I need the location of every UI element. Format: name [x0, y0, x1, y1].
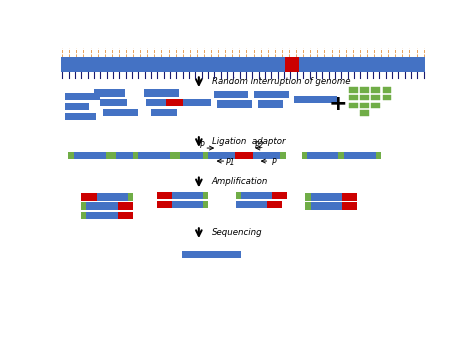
Bar [258, 100, 283, 108]
Bar [65, 103, 89, 110]
Bar [236, 192, 241, 199]
Bar [307, 152, 339, 160]
Text: P: P [272, 159, 276, 167]
Bar [118, 212, 133, 219]
Bar [172, 192, 203, 199]
Bar [349, 87, 357, 93]
Bar [202, 152, 208, 160]
Bar [65, 93, 100, 100]
Bar [360, 102, 369, 108]
Bar [213, 91, 248, 98]
Text: Amplification: Amplification [212, 177, 268, 186]
Bar [86, 202, 118, 210]
Bar [338, 152, 344, 160]
Bar [310, 193, 342, 201]
Bar [106, 152, 111, 160]
Bar [203, 192, 209, 199]
Bar [349, 102, 357, 108]
Bar [97, 193, 128, 201]
Bar [372, 102, 380, 108]
Bar [144, 89, 179, 97]
Bar [310, 202, 342, 210]
Bar [175, 152, 181, 160]
Bar [111, 152, 116, 160]
Bar [156, 201, 172, 209]
Bar [208, 152, 235, 160]
Bar [68, 152, 73, 160]
Bar [172, 201, 203, 209]
Bar [133, 152, 138, 160]
Bar [217, 100, 252, 108]
Bar [170, 152, 175, 160]
Bar [148, 152, 154, 160]
Bar [156, 192, 172, 199]
Bar [236, 201, 267, 209]
Bar [213, 152, 218, 160]
Bar [285, 57, 299, 72]
Bar [360, 95, 369, 100]
Bar [342, 193, 357, 201]
Bar [376, 152, 381, 160]
Bar [339, 152, 344, 160]
Bar [183, 99, 211, 106]
Bar [372, 87, 380, 93]
Bar [103, 109, 138, 116]
Bar [294, 96, 337, 103]
Text: +: + [329, 94, 348, 114]
Text: Ligation  adaptor: Ligation adaptor [212, 137, 285, 146]
Text: P: P [200, 142, 205, 150]
Bar [272, 192, 287, 199]
Bar [182, 250, 241, 258]
Text: P2: P2 [255, 142, 264, 150]
Bar [203, 201, 209, 209]
Bar [181, 152, 213, 160]
Bar [116, 152, 148, 160]
Bar [241, 192, 272, 199]
Bar [82, 193, 97, 201]
Bar [305, 193, 310, 201]
Bar [301, 152, 307, 160]
Bar [128, 193, 133, 201]
Bar [383, 95, 391, 100]
Bar [305, 202, 310, 210]
Bar [82, 202, 86, 210]
Bar [342, 202, 357, 210]
Bar [344, 152, 376, 160]
Bar [138, 152, 170, 160]
Bar [166, 99, 183, 106]
Bar [73, 152, 106, 160]
Bar [151, 109, 177, 116]
Bar [372, 95, 380, 100]
Bar [349, 95, 357, 100]
Bar [100, 99, 127, 106]
Bar [360, 110, 369, 116]
Bar [235, 152, 253, 160]
Bar [146, 99, 166, 106]
Bar [383, 87, 391, 93]
Bar [254, 91, 289, 98]
Bar [82, 212, 86, 219]
Bar [267, 201, 282, 209]
Bar [65, 113, 96, 120]
Bar [360, 87, 369, 93]
Bar [61, 57, 425, 72]
Bar [118, 202, 133, 210]
Bar [94, 89, 125, 97]
Text: Sequencing: Sequencing [212, 228, 262, 237]
Text: Random interruption of genome: Random interruption of genome [212, 77, 350, 86]
Bar [86, 212, 118, 219]
Bar [281, 152, 285, 160]
Bar [253, 152, 281, 160]
Text: P1: P1 [225, 159, 235, 167]
